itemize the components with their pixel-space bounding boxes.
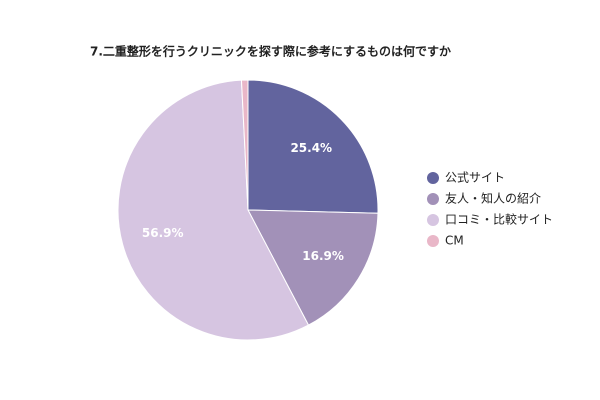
- pie-slice: [117, 79, 310, 341]
- pie-slice: [247, 209, 379, 326]
- legend-label: 口コミ・比較サイト: [445, 212, 553, 227]
- data-label: 16.9%: [302, 249, 344, 263]
- legend-label: 公式サイト: [445, 171, 505, 185]
- data-label: 56.9%: [142, 226, 184, 240]
- pie-slice: [240, 79, 249, 211]
- legend-label: CM: [445, 234, 464, 248]
- legend-marker: [427, 193, 439, 205]
- legend-marker: [427, 214, 439, 226]
- pie-slice: [247, 79, 379, 214]
- legend-label: 友人・知人の紹介: [445, 192, 541, 206]
- legend-marker: [427, 235, 439, 247]
- data-label: 25.4%: [290, 141, 332, 155]
- chart-title: 7.二重整形を行うクリニックを探す際に参考にするものは何ですか: [90, 44, 451, 59]
- legend-marker: [427, 172, 439, 184]
